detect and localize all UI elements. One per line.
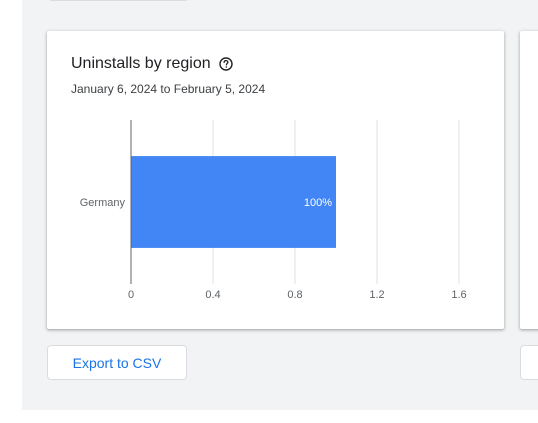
uninstalls-by-region-card: Uninstalls by region January 6, 2024 to … — [47, 31, 504, 329]
category-label: Germany — [80, 197, 126, 209]
uninstalls-bar-chart: 0 0.4 0.8 1.2 1.6 Germany 100% — [80, 120, 467, 301]
bar-data-label: 100% — [304, 197, 332, 209]
adjacent-card — [520, 31, 538, 329]
x-tick-label: 0.8 — [287, 289, 302, 301]
date-range: January 6, 2024 to February 5, 2024 — [71, 82, 266, 96]
bottom-strip — [0, 410, 538, 423]
left-panel — [0, 0, 22, 410]
adjacent-export-button[interactable] — [520, 345, 538, 380]
card-title-row: Uninstalls by region — [71, 55, 233, 73]
export-to-csv-button[interactable]: Export to CSV — [47, 345, 187, 380]
x-tick-label: 1.2 — [369, 289, 384, 301]
bar — [131, 156, 336, 248]
card-title: Uninstalls by region — [71, 55, 211, 72]
x-tick-label: 0.4 — [205, 289, 220, 301]
x-tick-label: 1.6 — [451, 289, 466, 301]
help-circle-icon[interactable] — [218, 57, 233, 71]
previous-button-edge[interactable] — [48, 0, 189, 1]
x-tick-label: 0 — [128, 289, 134, 301]
